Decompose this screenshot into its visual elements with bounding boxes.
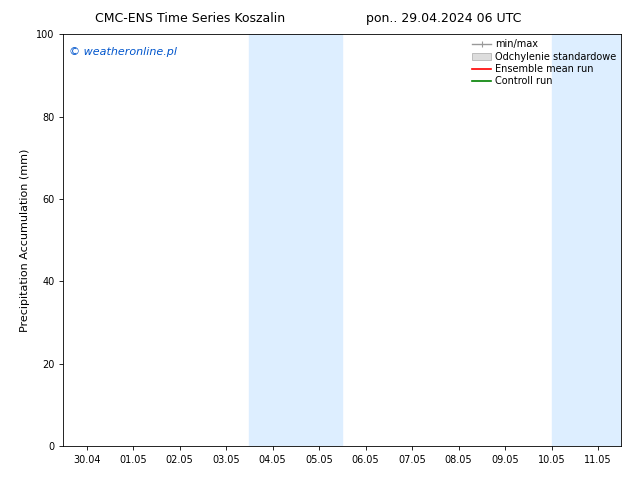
Text: CMC-ENS Time Series Koszalin: CMC-ENS Time Series Koszalin [95,12,285,25]
Legend: min/max, Odchylenie standardowe, Ensemble mean run, Controll run: min/max, Odchylenie standardowe, Ensembl… [469,36,619,89]
Y-axis label: Precipitation Accumulation (mm): Precipitation Accumulation (mm) [20,148,30,332]
Bar [552,34,621,446]
Text: pon.. 29.04.2024 06 UTC: pon.. 29.04.2024 06 UTC [366,12,522,25]
Text: © weatheronline.pl: © weatheronline.pl [69,47,177,57]
Bar [249,34,342,446]
